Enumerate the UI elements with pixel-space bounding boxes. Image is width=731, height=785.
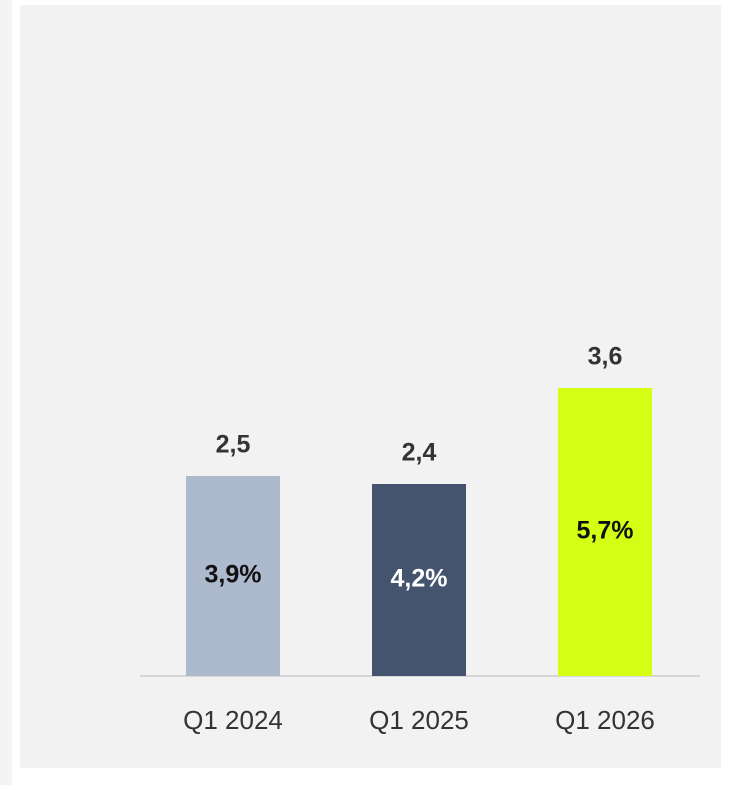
x-tick-label: Q1 2024 [183, 705, 283, 735]
value-label: 3,6 [588, 343, 623, 371]
side-strip [0, 0, 12, 785]
bar [186, 476, 280, 676]
inner-label: 5,7% [577, 517, 634, 545]
inner-label: 4,2% [391, 565, 448, 593]
inner-label: 3,9% [205, 561, 262, 589]
value-label: 2,4 [402, 439, 437, 467]
bar [372, 484, 466, 676]
x-tick-label: Q1 2025 [369, 705, 469, 735]
bar [558, 388, 652, 676]
x-tick-label: Q1 2026 [555, 705, 655, 735]
value-label: 2,5 [216, 431, 251, 459]
